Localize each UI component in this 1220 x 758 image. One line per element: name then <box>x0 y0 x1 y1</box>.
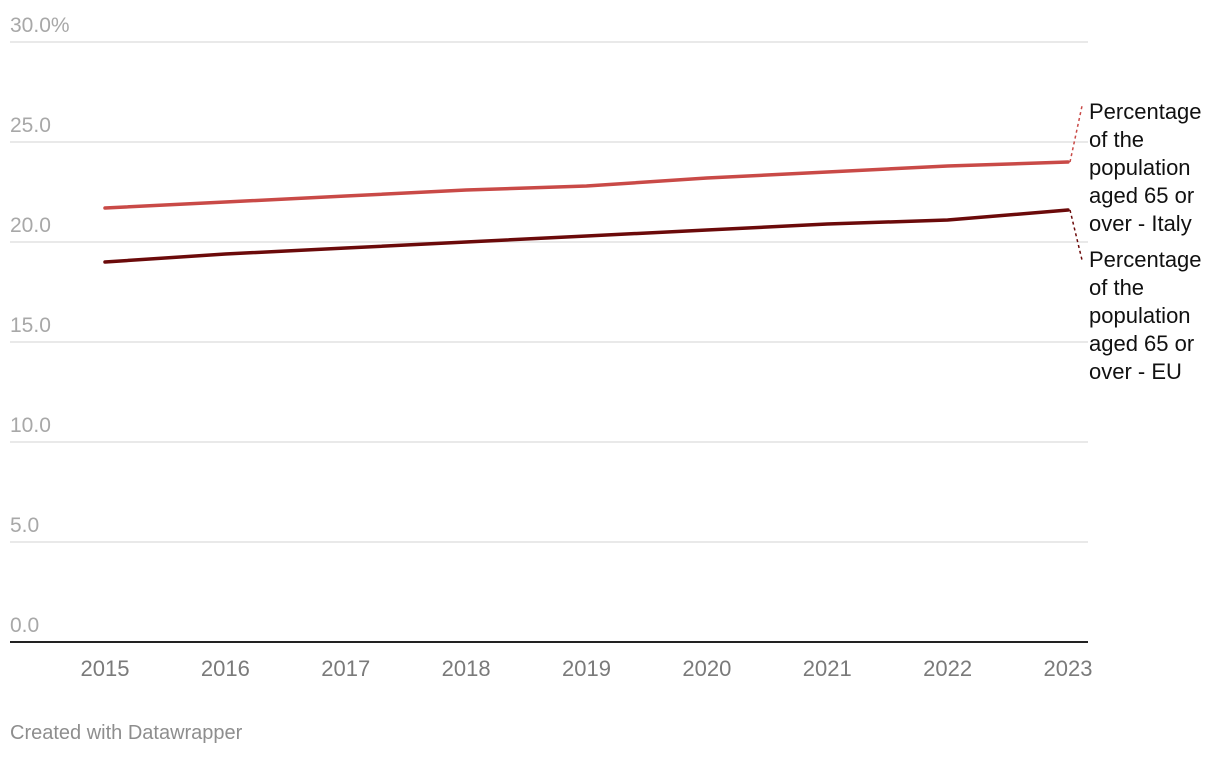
series-label: Percentage of the population aged 65 or over… <box>1089 99 1202 236</box>
series-label-line: over - EU <box>1089 359 1182 384</box>
series-label-line: of the <box>1089 127 1144 152</box>
x-tick-label: 2017 <box>321 656 370 681</box>
x-axis-ticks: 2015 2016 2017 2018 2019 2020 2021 2022 2023 <box>81 656 1093 681</box>
y-tick-label: 15.0 <box>10 314 51 337</box>
x-tick-label: 2023 <box>1044 656 1093 681</box>
series-label-line: Percentage <box>1089 247 1202 272</box>
y-tick-label: 25.0 <box>10 114 51 137</box>
series-lines <box>103 160 1070 264</box>
x-tick-label: 2018 <box>442 656 491 681</box>
series-label-line: over - Italy <box>1089 211 1192 236</box>
series-labels: Percentage of the population aged 65 or over… <box>1069 99 1202 384</box>
y-tick-label: 30.0% <box>10 14 70 37</box>
label-leader-line <box>1069 105 1083 163</box>
series-line <box>103 160 1070 210</box>
x-tick-label: 2020 <box>682 656 731 681</box>
x-tick-label: 2016 <box>201 656 250 681</box>
x-tick-label: 2015 <box>81 656 130 681</box>
series-label: Percentage of the population aged 65 or over… <box>1089 247 1202 384</box>
series-label-line: population <box>1089 155 1191 180</box>
series-line <box>103 208 1070 264</box>
datawrapper-credit[interactable]: Created with Datawrapper <box>10 722 243 744</box>
series-label-line: population <box>1089 303 1191 328</box>
gridlines <box>10 41 1088 643</box>
y-tick-label: 20.0 <box>10 214 51 237</box>
series-label-line: Percentage <box>1089 99 1202 124</box>
y-tick-label: 5.0 <box>10 514 39 537</box>
series-label-line: aged 65 or <box>1089 183 1194 208</box>
series-label-line: of the <box>1089 275 1144 300</box>
y-axis-ticks: 0.0 5.0 10.0 15.0 20.0 25.0 30.0% <box>10 14 70 637</box>
x-tick-label: 2019 <box>562 656 611 681</box>
x-tick-label: 2021 <box>803 656 852 681</box>
y-tick-label: 10.0 <box>10 414 51 437</box>
label-leader-line <box>1069 209 1083 261</box>
x-tick-label: 2022 <box>923 656 972 681</box>
y-tick-label: 0.0 <box>10 614 39 637</box>
series-label-line: aged 65 or <box>1089 331 1194 356</box>
